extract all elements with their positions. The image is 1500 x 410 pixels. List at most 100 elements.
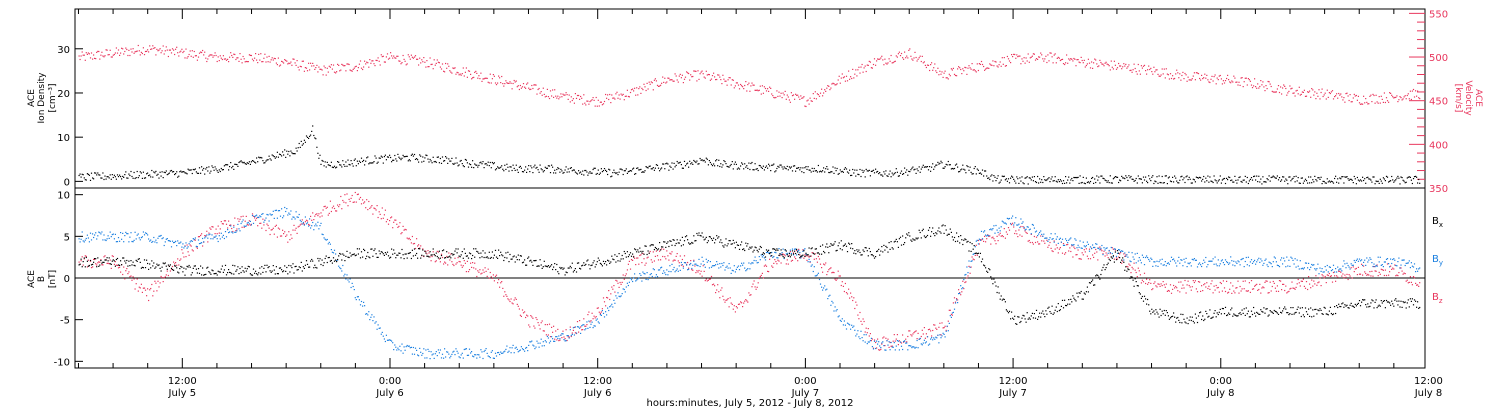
by-series-point	[1065, 238, 1067, 240]
bz-series-point	[1352, 266, 1354, 268]
bz-series-point	[1281, 289, 1283, 291]
density-series-point	[347, 159, 349, 161]
density-axis-label-1: ACE	[27, 89, 37, 107]
by-series-point	[697, 265, 699, 267]
density-series-point	[1087, 181, 1089, 183]
density-series-point	[362, 160, 364, 163]
bz-series-point	[110, 267, 112, 269]
bz-series-point	[691, 269, 693, 271]
by-series-point	[154, 241, 156, 243]
by-series-point	[495, 355, 498, 357]
by-series-point	[117, 237, 120, 239]
density-series-point	[721, 166, 723, 168]
density-series-point	[137, 177, 139, 179]
bz-series-point	[214, 233, 216, 235]
bz-series-point	[920, 335, 922, 338]
velocity-series-point	[656, 84, 659, 86]
bz-series-point	[1021, 235, 1023, 237]
bz-series-point	[314, 215, 316, 217]
by-series-point	[904, 340, 906, 342]
by-series-point	[694, 263, 696, 265]
velocity-series-point	[617, 97, 619, 99]
bz-series-point	[1325, 282, 1327, 284]
density-series-point	[1239, 176, 1241, 178]
density-series-point	[299, 146, 301, 148]
velocity-series-point	[988, 67, 990, 69]
by-series-point	[245, 225, 247, 227]
velocity-series-point	[632, 88, 634, 90]
density-series-point	[760, 166, 762, 168]
by-series-point	[125, 231, 127, 233]
bz-series-point	[679, 255, 681, 257]
bz-series-point	[654, 255, 656, 257]
bz-series-point	[1065, 252, 1067, 254]
density-series-point	[994, 176, 996, 178]
density-series-point	[1131, 178, 1133, 180]
bz-series-point	[572, 329, 574, 331]
density-series-point	[1370, 179, 1372, 181]
bz-series-point	[854, 307, 856, 310]
velocity-series-point	[518, 88, 520, 91]
density-series-point	[310, 134, 312, 136]
density-series-point	[236, 164, 238, 166]
by-series-point	[664, 272, 666, 274]
velocity-series-point	[1193, 72, 1195, 74]
density-series-point	[1241, 181, 1243, 183]
bz-series-point	[157, 280, 159, 282]
by-series-point	[1073, 244, 1075, 246]
by-series-point	[87, 237, 89, 239]
velocity-series-point	[1404, 95, 1406, 97]
velocity-series-point	[337, 63, 339, 65]
velocity-series-point	[659, 85, 661, 87]
velocity-series-point	[1289, 85, 1291, 87]
velocity-series-point	[291, 64, 293, 66]
bz-series-point	[548, 323, 551, 325]
by-series-point	[905, 342, 907, 344]
density-series-point	[848, 172, 850, 174]
density-series-point	[549, 172, 552, 174]
velocity-series-point	[269, 61, 271, 63]
bz-series-point	[623, 278, 625, 280]
bz-series-point	[1199, 281, 1201, 283]
density-series-point	[603, 168, 606, 170]
velocity-series-point	[854, 73, 856, 75]
density-series-point	[100, 177, 102, 179]
by-series-point	[1152, 265, 1154, 267]
velocity-series-point	[1087, 58, 1089, 60]
bz-series-point	[558, 340, 560, 342]
density-series-point	[1209, 176, 1211, 178]
by-series-point	[310, 227, 312, 229]
density-series-point	[814, 170, 816, 172]
velocity-series-point	[1082, 62, 1084, 64]
density-series-point	[1399, 183, 1401, 185]
density-series-point	[117, 176, 120, 178]
bz-series-point	[230, 224, 232, 226]
density-series-point	[248, 161, 250, 163]
velocity-series-point	[844, 80, 846, 82]
by-series-point	[345, 278, 347, 280]
velocity-series-point	[990, 64, 992, 66]
bz-series-point	[927, 329, 930, 331]
density-series-point	[624, 170, 626, 172]
velocity-series-point	[1041, 54, 1043, 56]
velocity-series-point	[1303, 89, 1305, 91]
by-series-point	[418, 355, 420, 357]
velocity-series-point	[417, 58, 419, 60]
density-series-point	[598, 173, 600, 175]
velocity-series-point	[897, 53, 899, 55]
velocity-series-point	[1146, 73, 1148, 75]
by-series-point	[1150, 257, 1152, 259]
density-series-point	[1128, 175, 1130, 177]
by-series-point	[353, 289, 355, 291]
by-series-point	[216, 238, 218, 240]
bz-series-point	[687, 261, 689, 264]
by-series-point	[276, 217, 278, 219]
bz-series-point	[675, 255, 677, 257]
bz-series-point	[583, 318, 585, 320]
velocity-series-point	[1093, 62, 1095, 64]
by-series-point	[695, 263, 697, 265]
bz-series-point	[237, 218, 239, 220]
density-series-point	[723, 160, 725, 162]
bz-series-point	[103, 256, 105, 258]
bz-series-point	[528, 324, 530, 326]
